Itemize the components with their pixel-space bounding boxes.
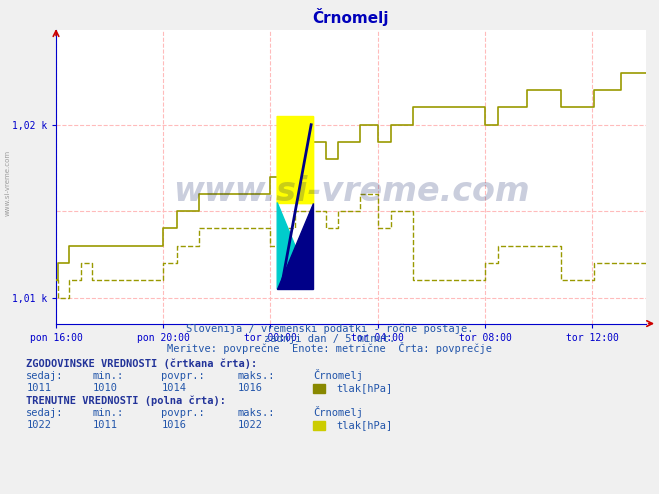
Text: povpr.:: povpr.:	[161, 408, 205, 418]
Text: Meritve: povprečne  Enote: metrične  Črta: povprečje: Meritve: povprečne Enote: metrične Črta:…	[167, 342, 492, 354]
Title: Črnomelj: Črnomelj	[312, 8, 389, 26]
Text: 1022: 1022	[237, 420, 262, 430]
Text: 1014: 1014	[161, 383, 186, 393]
Text: Slovenija / vremenski podatki - ročne postaje.: Slovenija / vremenski podatki - ročne po…	[186, 324, 473, 334]
Polygon shape	[295, 116, 313, 203]
Text: www.si-vreme.com: www.si-vreme.com	[5, 150, 11, 216]
Text: tlak[hPa]: tlak[hPa]	[336, 383, 392, 393]
Polygon shape	[277, 203, 313, 289]
Text: TRENUTNE VREDNOSTI (polna črta):: TRENUTNE VREDNOSTI (polna črta):	[26, 395, 226, 406]
Text: min.:: min.:	[92, 371, 123, 381]
Text: 1022: 1022	[26, 420, 51, 430]
Text: zadnji dan / 5 minut.: zadnji dan / 5 minut.	[264, 334, 395, 344]
Text: Črnomelj: Črnomelj	[313, 406, 363, 418]
Text: 1011: 1011	[92, 420, 117, 430]
Text: 1011: 1011	[26, 383, 51, 393]
Text: maks.:: maks.:	[237, 371, 275, 381]
Text: povpr.:: povpr.:	[161, 371, 205, 381]
Text: www.si-vreme.com: www.si-vreme.com	[173, 175, 529, 208]
Text: sedaj:: sedaj:	[26, 408, 64, 418]
Text: min.:: min.:	[92, 408, 123, 418]
Text: 1010: 1010	[92, 383, 117, 393]
Text: maks.:: maks.:	[237, 408, 275, 418]
Text: 1016: 1016	[161, 420, 186, 430]
Text: Črnomelj: Črnomelj	[313, 369, 363, 381]
Text: tlak[hPa]: tlak[hPa]	[336, 420, 392, 430]
Bar	[277, 116, 313, 203]
Polygon shape	[277, 203, 313, 289]
Text: 1016: 1016	[237, 383, 262, 393]
Polygon shape	[277, 116, 313, 203]
Text: sedaj:: sedaj:	[26, 371, 64, 381]
Text: ZGODOVINSKE VREDNOSTI (črtkana črta):: ZGODOVINSKE VREDNOSTI (črtkana črta):	[26, 358, 258, 369]
